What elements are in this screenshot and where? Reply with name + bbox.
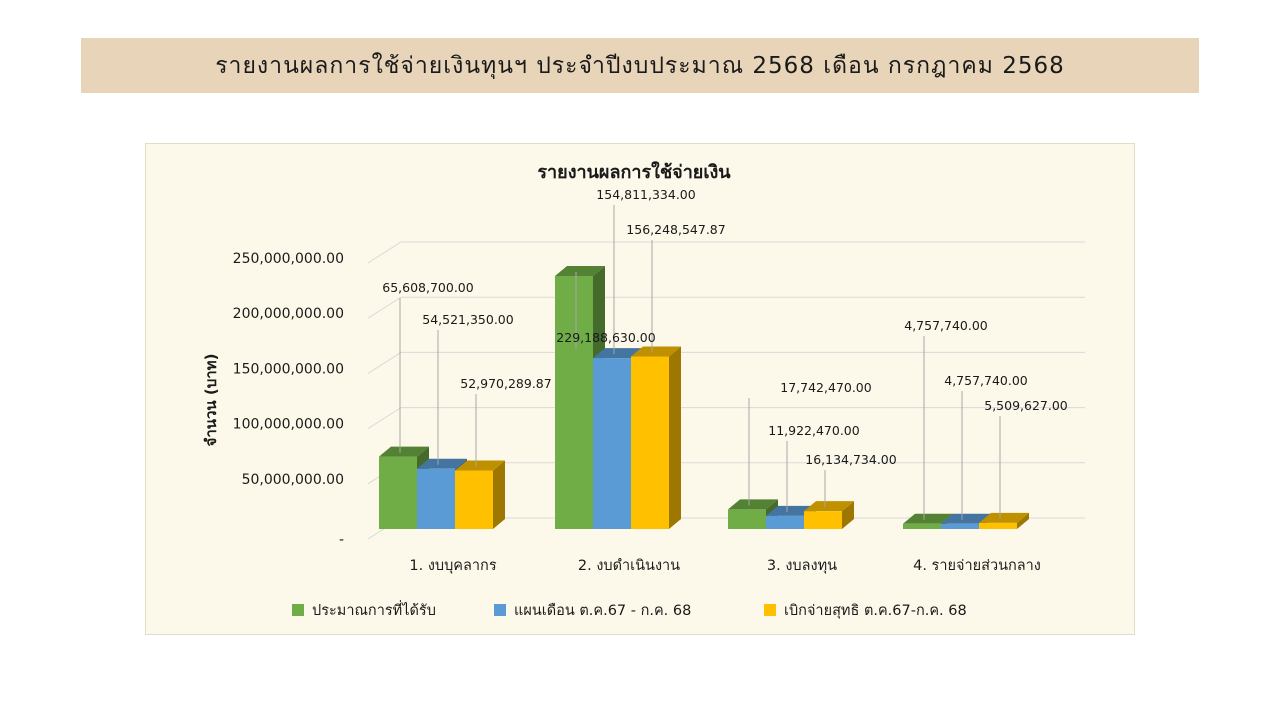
bar bbox=[903, 523, 941, 529]
bar bbox=[804, 511, 842, 529]
legend-label: ประมาณการที่ได้รับ bbox=[312, 600, 436, 619]
bar-top bbox=[631, 346, 681, 357]
bar-top bbox=[455, 460, 505, 471]
y-axis-ticks: - 50,000,000.00 100,000,000.00 150,000,000.… bbox=[233, 251, 344, 548]
y-tick-label: 150,000,000.00 bbox=[233, 361, 344, 377]
bars bbox=[379, 265, 1029, 529]
bar bbox=[766, 515, 804, 529]
label-leader-lines bbox=[399, 205, 1001, 520]
bar-top bbox=[728, 499, 778, 510]
data-label: 4,757,740.00 bbox=[944, 373, 1028, 388]
legend-swatch bbox=[292, 604, 304, 616]
bar-top bbox=[555, 265, 605, 276]
x-category-label: 1. งบบุคลากร bbox=[409, 558, 496, 574]
bar-top bbox=[941, 513, 991, 524]
bar-top bbox=[417, 458, 467, 469]
chart-container: - 50,000,000.00 100,000,000.00 150,000,000.… bbox=[145, 143, 1135, 635]
data-label: 16,134,734.00 bbox=[805, 452, 896, 467]
y-axis-title: จำนวน (บาท) bbox=[202, 354, 220, 447]
legend-swatch bbox=[494, 604, 506, 616]
data-label: 65,608,700.00 bbox=[382, 280, 473, 295]
y-tick-label: - bbox=[339, 532, 344, 548]
bar-side bbox=[493, 460, 505, 529]
bar-side bbox=[1017, 512, 1029, 529]
data-label: 11,922,470.00 bbox=[768, 423, 859, 438]
gridline bbox=[367, 296, 1085, 319]
legend: ประมาณการที่ได้รับ แผนเดือน ต.ค.67 - ก.ค.… bbox=[292, 600, 967, 619]
report-title: รายงานผลการใช้จ่ายเงินทุนฯ ประจำปีงบประม… bbox=[215, 52, 1065, 79]
data-label: 229,188,630.00 bbox=[556, 330, 655, 345]
x-category-label: 2. งบดำเนินงาน bbox=[578, 558, 680, 574]
legend-swatch bbox=[764, 604, 776, 616]
chart-title: รายงานผลการใช้จ่ายเงิน bbox=[537, 161, 731, 183]
gridline bbox=[367, 407, 1085, 430]
x-category-label: 4. รายจ่ายส่วนกลาง bbox=[913, 558, 1041, 574]
bar-top bbox=[379, 446, 429, 457]
data-label: 5,509,627.00 bbox=[984, 398, 1068, 413]
bar bbox=[417, 468, 455, 529]
y-tick-label: 100,000,000.00 bbox=[233, 417, 344, 433]
bar bbox=[941, 523, 979, 529]
data-label: 52,970,289.87 bbox=[460, 376, 551, 391]
bar-side bbox=[669, 346, 681, 529]
report-header-banner: รายงานผลการใช้จ่ายเงินทุนฯ ประจำปีงบประม… bbox=[81, 38, 1199, 93]
bar-top bbox=[766, 505, 816, 516]
data-label: 54,521,350.00 bbox=[422, 312, 513, 327]
bar bbox=[593, 358, 631, 529]
bar bbox=[631, 356, 669, 529]
data-label: 17,742,470.00 bbox=[780, 380, 871, 395]
y-tick-label: 250,000,000.00 bbox=[233, 251, 344, 267]
bar-chart: - 50,000,000.00 100,000,000.00 150,000,000.… bbox=[202, 161, 1085, 619]
bar bbox=[728, 509, 766, 529]
bar-top bbox=[979, 512, 1029, 523]
bar bbox=[379, 456, 417, 529]
bar-top bbox=[593, 348, 643, 359]
data-label: 156,248,547.87 bbox=[626, 222, 725, 237]
x-axis-labels: 1. งบบุคลากร 2. งบดำเนินงาน 3. งบลงทุน 4. ร… bbox=[409, 558, 1041, 574]
legend-label: เบิกจ่ายสุทธิ ต.ค.67-ก.ค. 68 bbox=[784, 603, 967, 619]
y-tick-label: 50,000,000.00 bbox=[242, 472, 344, 488]
bar-top bbox=[903, 513, 953, 524]
bar-top bbox=[804, 501, 854, 512]
gridline bbox=[367, 241, 1085, 264]
data-label: 154,811,334.00 bbox=[596, 187, 695, 202]
bar bbox=[455, 470, 493, 529]
gridline bbox=[367, 351, 1085, 374]
data-labels: 65,608,700.00 229,188,630.00 17,742,470.00… bbox=[382, 187, 1068, 467]
bar-side bbox=[842, 501, 854, 529]
data-label: 4,757,740.00 bbox=[904, 318, 988, 333]
legend-label: แผนเดือน ต.ค.67 - ก.ค. 68 bbox=[514, 602, 691, 619]
y-tick-label: 200,000,000.00 bbox=[233, 306, 344, 322]
bar bbox=[555, 275, 593, 529]
bar bbox=[979, 522, 1017, 529]
x-category-label: 3. งบลงทุน bbox=[767, 558, 837, 574]
